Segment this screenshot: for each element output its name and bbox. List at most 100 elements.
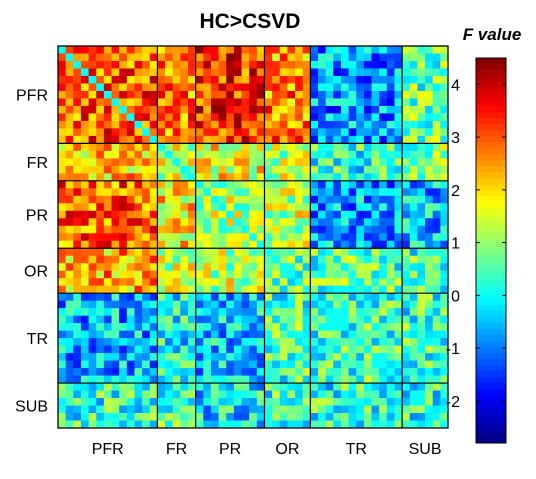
heatmap-cell xyxy=(348,405,357,414)
heatmap-cell xyxy=(394,128,403,137)
colorbar xyxy=(475,57,507,444)
heatmap-cell xyxy=(295,323,304,332)
heatmap-cell xyxy=(203,270,212,279)
heatmap-cell xyxy=(325,270,334,279)
heatmap-cell xyxy=(356,188,365,197)
heatmap-cell xyxy=(386,120,395,129)
heatmap-cell xyxy=(180,105,189,114)
heatmap-cell xyxy=(241,420,250,429)
heatmap-cell xyxy=(134,195,143,204)
heatmap-cell xyxy=(126,383,135,391)
heatmap-cell xyxy=(340,90,349,99)
heatmap-cell xyxy=(318,53,327,62)
heatmap-cell xyxy=(417,413,426,421)
heatmap-cell xyxy=(88,390,97,399)
heatmap-cell xyxy=(65,338,74,347)
heatmap-cell xyxy=(203,308,212,317)
heatmap-cell xyxy=(73,338,82,347)
heatmap-cell xyxy=(58,233,67,242)
colorbar-segment xyxy=(476,292,506,300)
heatmap-cell xyxy=(157,330,166,339)
heatmap-cell xyxy=(279,158,288,167)
heatmap-cell xyxy=(279,180,288,189)
heatmap-cell xyxy=(264,285,273,294)
heatmap-cell xyxy=(126,68,135,77)
heatmap-cell xyxy=(218,300,227,309)
heatmap-cell xyxy=(440,195,449,204)
heatmap-cell xyxy=(333,173,342,182)
heatmap-cell xyxy=(310,308,319,317)
heatmap-cell xyxy=(425,113,434,122)
heatmap-cell xyxy=(386,375,395,384)
heatmap-cell xyxy=(402,218,411,227)
heatmap-cell xyxy=(218,263,227,272)
heatmap-cell xyxy=(142,188,151,197)
heatmap-cell xyxy=(203,420,212,429)
col-label-pfr: PFR xyxy=(92,441,124,458)
heatmap-cell xyxy=(188,300,197,309)
heatmap-cell xyxy=(272,368,281,376)
heatmap-cell xyxy=(379,353,388,361)
heatmap-cell xyxy=(142,210,151,219)
heatmap-cell xyxy=(203,98,212,107)
heatmap-cell xyxy=(96,173,105,182)
heatmap-cell xyxy=(348,345,357,354)
heatmap-cell xyxy=(379,113,388,122)
heatmap-cell xyxy=(363,413,372,421)
heatmap-cell xyxy=(88,68,97,77)
heatmap-cell xyxy=(440,83,449,92)
heatmap-cell xyxy=(409,330,418,339)
heatmap-cell xyxy=(88,75,97,84)
heatmap-cell xyxy=(58,255,67,264)
col-label-tr: TR xyxy=(346,441,367,458)
heatmap-cell xyxy=(172,353,181,361)
heatmap-cell xyxy=(180,315,189,324)
heatmap-cell xyxy=(195,308,204,317)
heatmap-cell xyxy=(417,383,426,391)
heatmap-cell xyxy=(203,323,212,332)
heatmap-cell xyxy=(325,203,334,212)
heatmap-cell xyxy=(165,338,174,347)
heatmap-cell xyxy=(333,105,342,114)
heatmap-cell xyxy=(264,150,273,159)
heatmap-cell xyxy=(226,308,235,317)
colorbar-segment xyxy=(476,340,506,348)
heatmap-cell xyxy=(287,248,296,257)
heatmap-cell xyxy=(188,345,197,354)
heatmap-cell xyxy=(440,255,449,264)
heatmap-cell xyxy=(325,300,334,309)
heatmap-cell xyxy=(165,150,174,159)
heatmap-cell xyxy=(325,120,334,129)
heatmap-cell xyxy=(279,360,288,369)
heatmap-cell xyxy=(386,293,395,302)
heatmap-cell xyxy=(249,398,258,406)
heatmap-cell xyxy=(80,330,89,339)
heatmap-cell xyxy=(203,233,212,242)
heatmap-cell xyxy=(348,398,357,406)
heatmap-cell xyxy=(417,143,426,152)
heatmap-cell xyxy=(96,158,105,167)
heatmap-cell xyxy=(88,158,97,167)
heatmap-cell xyxy=(142,383,151,391)
heatmap-cell xyxy=(409,285,418,294)
heatmap-cell xyxy=(363,270,372,279)
heatmap-cell xyxy=(333,315,342,324)
heatmap-cell xyxy=(256,420,265,429)
heatmap-cell xyxy=(142,195,151,204)
heatmap-cell xyxy=(318,135,327,144)
heatmap-cell xyxy=(249,368,258,376)
heatmap-cell xyxy=(111,210,120,219)
heatmap-cell xyxy=(386,188,395,197)
heatmap-cell xyxy=(142,330,151,339)
heatmap-cell xyxy=(233,338,242,347)
heatmap-cell xyxy=(325,128,334,137)
heatmap-cell xyxy=(425,225,434,234)
heatmap-cell xyxy=(249,323,258,332)
heatmap-cell xyxy=(88,270,97,279)
heatmap-cell xyxy=(264,300,273,309)
heatmap-cell xyxy=(371,420,380,429)
heatmap-cell xyxy=(157,90,166,99)
heatmap-cell xyxy=(172,263,181,272)
heatmap-cell xyxy=(287,240,296,249)
heatmap-cell xyxy=(157,413,166,421)
